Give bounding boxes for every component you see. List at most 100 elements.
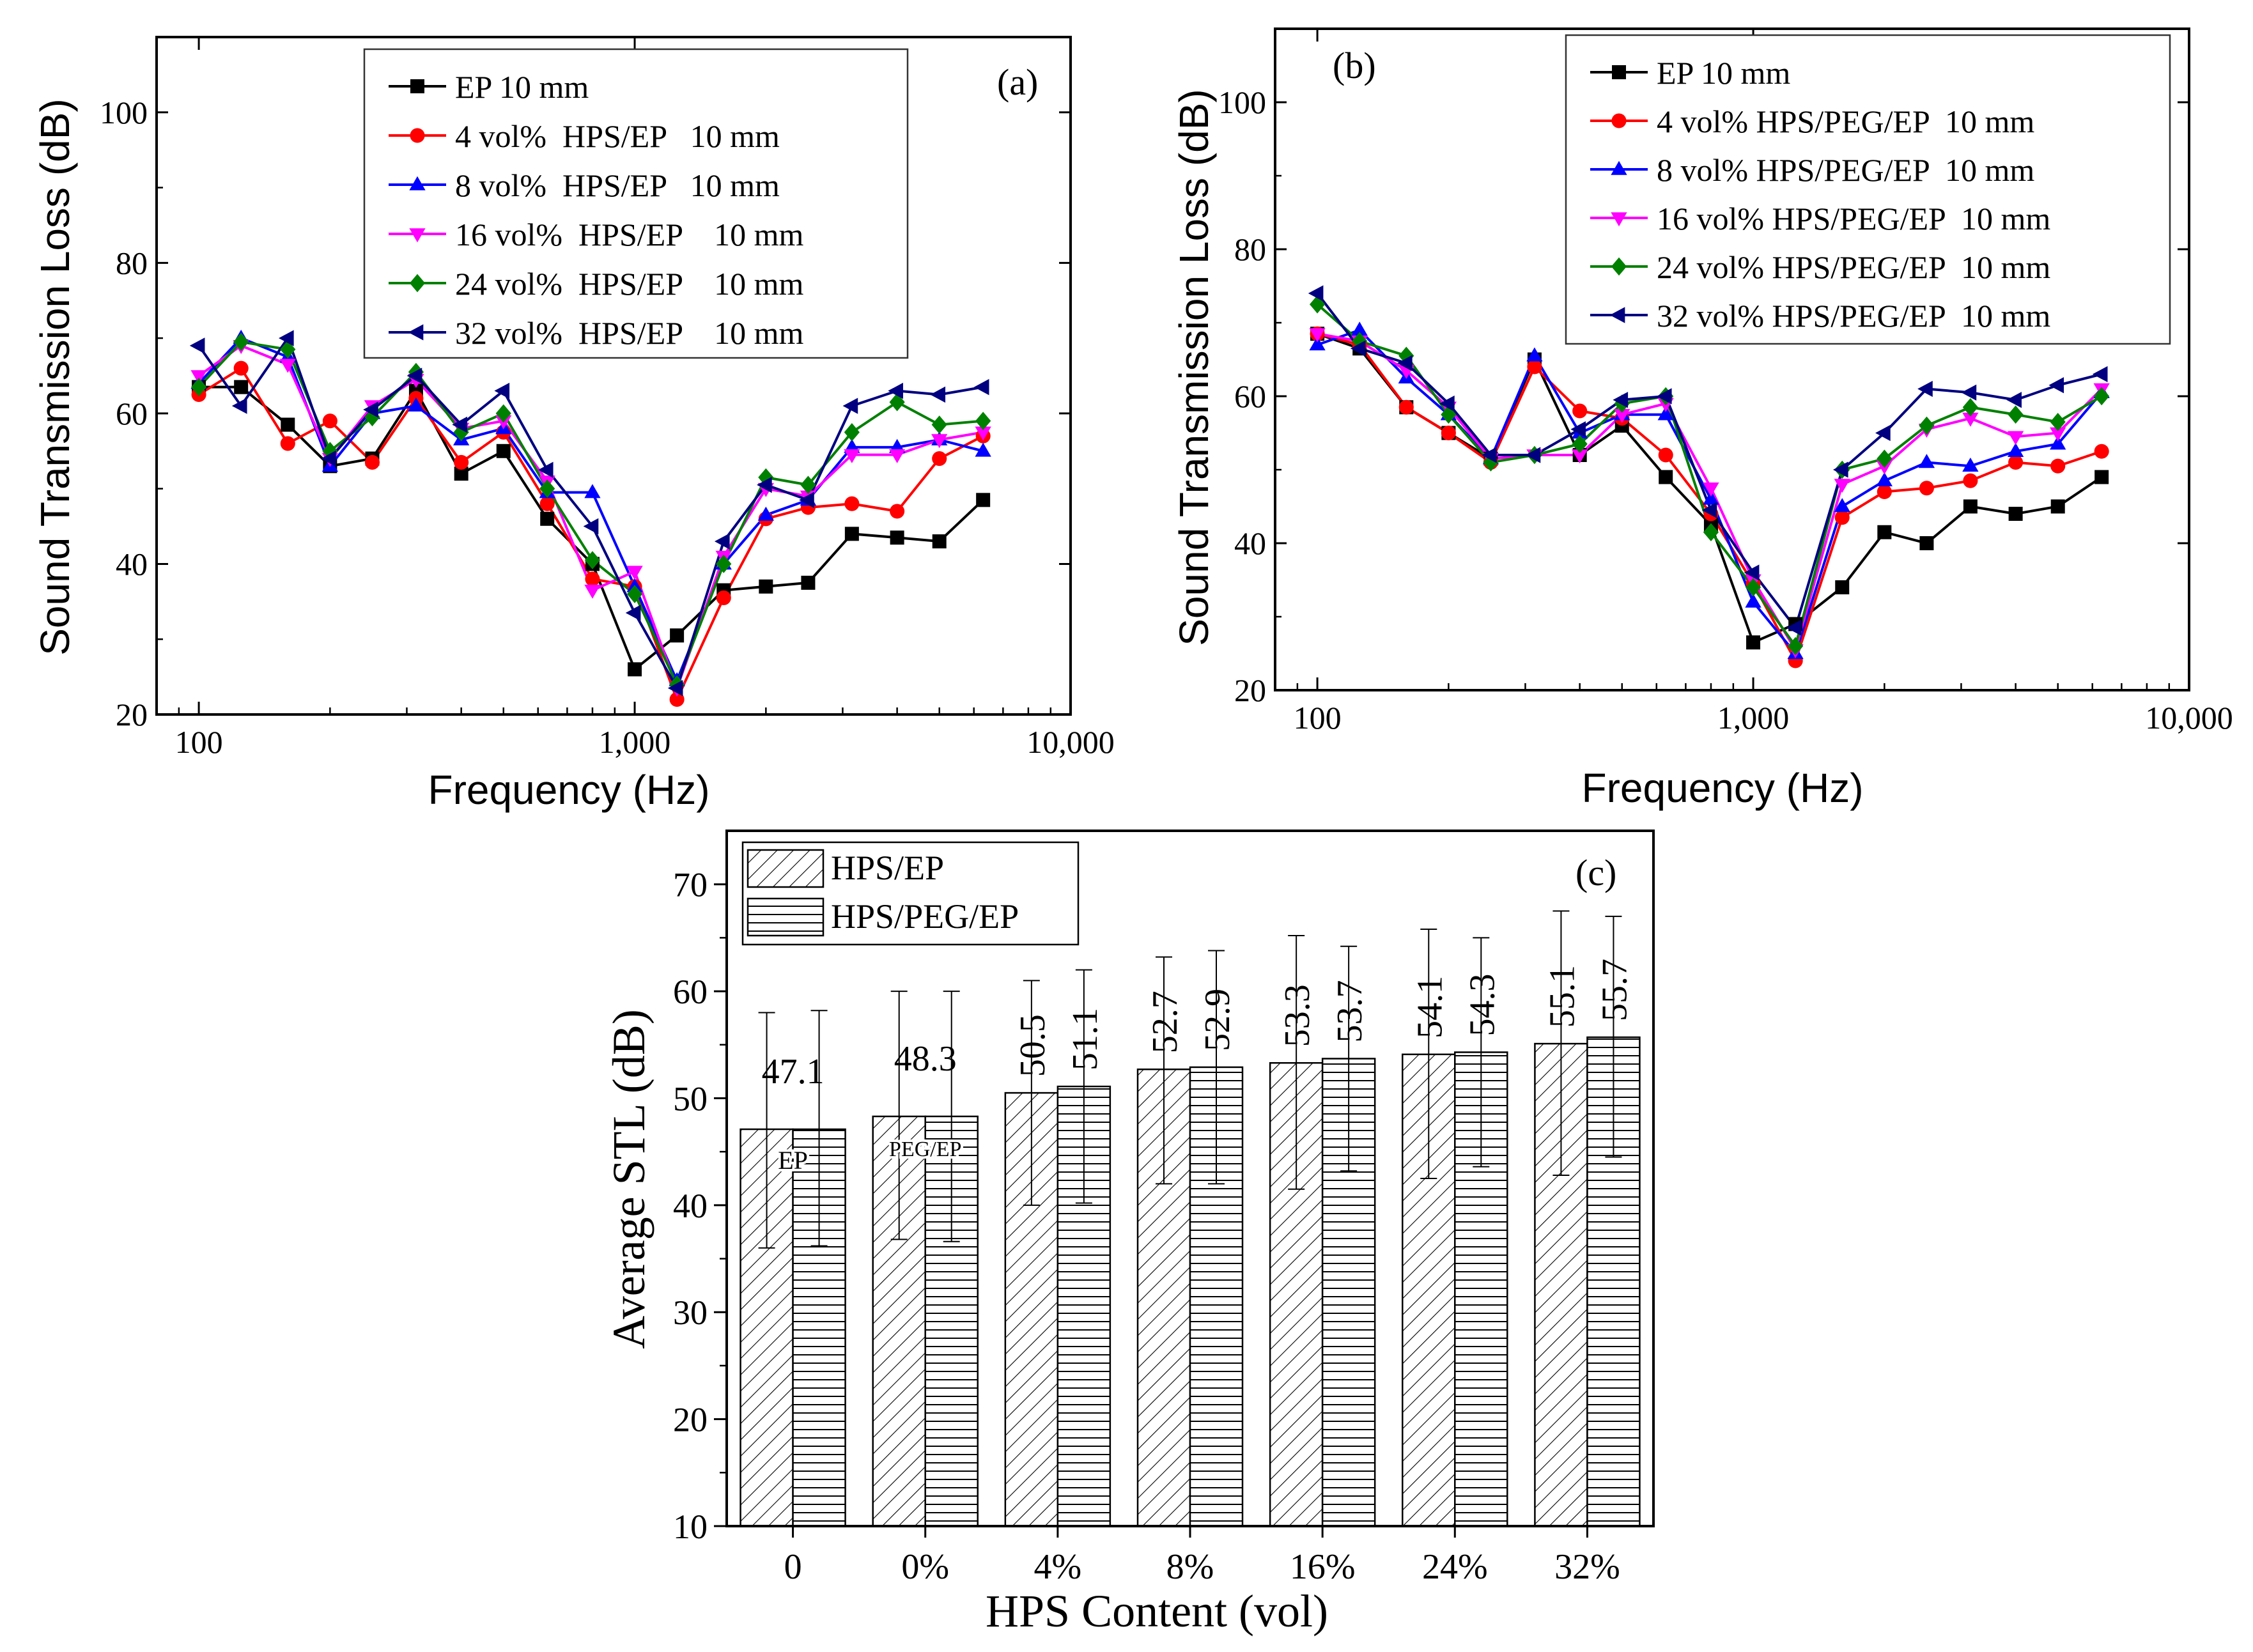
x-tick-label-a: 1,000 xyxy=(599,724,671,760)
data-point-b-4 xyxy=(1877,449,1893,468)
data-point-a-5 xyxy=(930,386,946,403)
panel-label-b: (b) xyxy=(1333,45,1376,86)
legend-marker-b xyxy=(1611,160,1627,175)
data-point-b-2 xyxy=(1526,347,1543,362)
data-point-a-5 xyxy=(189,337,205,354)
data-point-a-0 xyxy=(281,417,295,432)
data-point-b-5 xyxy=(1701,502,1717,518)
data-point-a-3 xyxy=(975,426,991,441)
legend-marker-b xyxy=(1612,65,1626,79)
data-point-b-2 xyxy=(2050,435,2066,450)
data-point-a-4 xyxy=(931,415,947,434)
series-markers-a xyxy=(189,329,991,707)
data-point-b-1 xyxy=(1527,359,1542,374)
data-point-a-3 xyxy=(888,449,906,463)
data-point-b-4 xyxy=(2008,405,2024,424)
legend-marker-b xyxy=(1609,307,1625,323)
legend-b: EP 10 mm 4 vol% HPS/PEG/EP 10 mm 8 vol% HP… xyxy=(1565,34,2171,345)
series-line-a-3 xyxy=(197,344,984,692)
series-markers-b xyxy=(1308,285,2110,668)
y-tick-label-c: 10 xyxy=(673,1508,708,1546)
chart-panel-a: 20 40 60 80 100 100 1,000 10,000 EP 10 mm 4 vol%… xyxy=(32,36,1115,813)
data-point-a-0 xyxy=(801,575,816,590)
data-point-b-4 xyxy=(1962,398,1978,417)
bar-value-label-c: 54.1 xyxy=(1410,976,1450,1038)
data-point-a-1 xyxy=(454,454,469,470)
data-point-a-1 xyxy=(669,691,685,707)
data-point-b-0 xyxy=(1746,635,1761,650)
data-point-a-1 xyxy=(716,590,731,605)
data-point-a-5 xyxy=(973,379,989,396)
data-point-a-4 xyxy=(800,475,816,495)
data-point-b-5 xyxy=(1570,421,1586,438)
y-tick-label-a: 40 xyxy=(116,546,148,582)
data-point-a-5 xyxy=(363,401,378,418)
data-point-a-5 xyxy=(231,398,247,414)
series-lines-a xyxy=(197,335,984,703)
legend-a: EP 10 mm 4 vol% HPS/EP 10 mm 8 vol% HPS/EP… xyxy=(363,48,909,359)
data-point-b-2 xyxy=(1962,458,1979,472)
data-point-b-5 xyxy=(1744,564,1760,581)
data-point-b-2 xyxy=(1834,498,1850,513)
legend-label-a: 16 vol% HPS/EP 10 mm xyxy=(455,217,804,252)
panel-label-c: (c) xyxy=(1576,852,1616,893)
data-point-a-1 xyxy=(233,360,249,376)
data-point-b-2 xyxy=(1351,321,1368,336)
data-point-b-3 xyxy=(2050,427,2066,442)
y-tick-label-b: 40 xyxy=(1234,525,1266,561)
axes-c: 10 20 30 40 50 60 70 0 0% 4% 8% 16% 24% 32% xyxy=(673,866,1620,1587)
data-point-b-2 xyxy=(1876,472,1893,487)
data-point-a-0 xyxy=(844,527,859,541)
data-point-a-4 xyxy=(626,585,643,603)
data-point-a-3 xyxy=(844,449,860,463)
data-point-b-2 xyxy=(1918,454,1935,468)
data-point-a-1 xyxy=(364,454,380,470)
data-point-a-2 xyxy=(975,442,991,457)
data-point-b-1 xyxy=(2050,458,2066,474)
data-point-b-5 xyxy=(1482,447,1497,463)
series-line-a-4 xyxy=(197,340,984,688)
data-point-b-1 xyxy=(1834,510,1850,525)
data-point-b-3 xyxy=(1572,449,1588,464)
data-point-b-5 xyxy=(1832,461,1848,478)
series-lines-b xyxy=(1316,292,2103,665)
data-point-b-5 xyxy=(1786,619,1802,636)
bar-value-label-c: 48.3 xyxy=(894,1039,957,1079)
legend-marker-b xyxy=(1611,257,1627,276)
data-point-b-2 xyxy=(1657,406,1674,421)
data-point-b-4 xyxy=(1572,435,1588,454)
data-point-b-5 xyxy=(2048,377,2064,394)
data-point-b-4 xyxy=(2050,412,2066,431)
data-point-b-0 xyxy=(2094,470,2109,484)
data-point-b-2 xyxy=(2007,443,2024,458)
data-point-a-5 xyxy=(452,416,468,433)
legend-label-b: 4 vol% HPS/PEG/EP 10 mm xyxy=(1657,104,2034,139)
series-line-a-2 xyxy=(197,336,984,684)
y-axis-title-b: Sound Transmission Loss (dB) xyxy=(1171,89,1217,646)
bar-value-label-c: 50.5 xyxy=(1013,1014,1053,1077)
data-point-b-4 xyxy=(1441,405,1457,424)
data-point-a-3 xyxy=(626,566,643,580)
data-point-b-1 xyxy=(1572,403,1588,419)
data-point-b-2 xyxy=(1745,593,1761,608)
data-point-b-5 xyxy=(1917,380,1933,398)
bar-value-label-c: 53.7 xyxy=(1330,980,1370,1043)
y-axis-title-a: Sound Transmission Loss (dB) xyxy=(32,98,78,656)
bars-c xyxy=(739,1036,1641,1527)
legend-box-b xyxy=(1565,34,2171,345)
data-point-a-5 xyxy=(625,605,641,621)
data-point-b-0 xyxy=(1659,470,1673,484)
data-point-b-5 xyxy=(1308,285,1324,302)
bar-inner-label-c: PEG/EP xyxy=(889,1138,961,1161)
y-tick-label-a: 100 xyxy=(100,95,148,130)
x-tick-label-b: 1,000 xyxy=(1717,700,1790,736)
data-point-a-3 xyxy=(584,584,601,599)
data-point-b-1 xyxy=(1919,481,1934,496)
y-tick-label-b: 80 xyxy=(1234,231,1266,267)
axes-a: 20 40 60 80 100 100 1,000 10,000 xyxy=(100,37,1115,760)
data-point-a-1 xyxy=(280,436,295,451)
y-tick-label-c: 50 xyxy=(673,1079,708,1118)
data-point-b-2 xyxy=(1703,490,1719,505)
data-point-b-3 xyxy=(1309,328,1326,343)
legend-label-c: HPS/PEG/EP xyxy=(831,897,1019,936)
